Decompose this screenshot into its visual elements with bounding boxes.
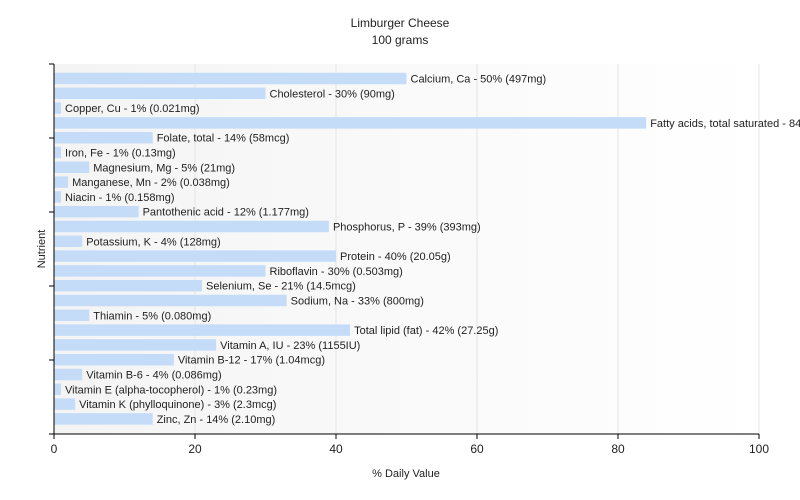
bar: [54, 250, 336, 262]
bar-label: Potassium, K - 4% (128mg): [86, 236, 221, 248]
bar-label: Iron, Fe - 1% (0.13mg): [65, 148, 176, 160]
bar-labels: Calcium, Ca - 50% (497mg) Cholesterol - 3…: [65, 74, 800, 426]
bar: [54, 161, 90, 174]
bar-label: Vitamin K (phylloquinone) - 3% (2.3mcg): [79, 399, 276, 411]
bar: [54, 87, 266, 100]
bar: [54, 235, 83, 248]
bar-label: Zinc, Zn - 14% (2.10mg): [157, 414, 276, 426]
chart-subtitle: 100 grams: [372, 33, 429, 47]
bar-label: Sodium, Na - 33% (800mg): [291, 296, 424, 308]
bar-label: Cholesterol - 30% (90mg): [270, 88, 395, 100]
x-tick-label: 0: [51, 442, 58, 456]
bar: [54, 353, 174, 366]
bar: [54, 339, 217, 351]
bar: [54, 146, 62, 159]
bar-label: Vitamin B-6 - 4% (0.086mg): [86, 370, 222, 382]
y-axis-label: Nutrient: [36, 230, 48, 269]
bar-label: Calcium, Ca - 50% (497mg): [411, 74, 547, 86]
bar-label: Vitamin E (alpha-tocopherol) - 1% (0.23m…: [65, 384, 277, 396]
x-ticks: 0 20 40 60 80 100: [51, 442, 770, 456]
bar: [54, 191, 62, 203]
x-tick-label: 20: [188, 442, 202, 456]
bar-label: Niacin - 1% (0.158mg): [65, 192, 174, 204]
bar-label: Total lipid (fat) - 42% (27.25g): [354, 325, 498, 337]
bar: [54, 413, 153, 425]
bar-label: Phosphorus, P - 39% (393mg): [333, 222, 481, 234]
bar: [54, 324, 351, 336]
bar-label: Protein - 40% (20.05g): [340, 251, 451, 263]
bar-label: Pantothenic acid - 12% (1.177mg): [143, 207, 309, 219]
bar-label: Manganese, Mn - 2% (0.038mg): [72, 177, 230, 189]
bar: [54, 102, 62, 114]
bar-label: Thiamin - 5% (0.080mg): [93, 310, 211, 322]
bar-label: Fatty acids, total saturated - 84% (16.7…: [650, 118, 800, 130]
chart-title: Limburger Cheese: [351, 16, 450, 30]
x-tick-label: 60: [470, 442, 484, 456]
bar: [54, 383, 62, 396]
x-tick-label: 80: [611, 442, 625, 456]
bar-label: Riboflavin - 30% (0.503mg): [270, 266, 403, 278]
bar: [54, 368, 83, 381]
bar-label: Magnesium, Mg - 5% (21mg): [93, 162, 235, 174]
bar: [54, 176, 69, 188]
bar: [54, 279, 203, 292]
bars: [54, 72, 647, 425]
x-tick-label: 40: [329, 442, 343, 456]
axes: [49, 63, 760, 439]
bar: [54, 265, 266, 277]
bar-label: Copper, Cu - 1% (0.021mg): [65, 103, 200, 115]
bar: [54, 294, 287, 307]
bar: [54, 220, 329, 233]
bar: [54, 398, 76, 410]
bar: [54, 117, 647, 129]
bar-label: Vitamin B-12 - 17% (1.04mcg): [178, 355, 325, 367]
bar: [54, 72, 407, 85]
bar-label: Folate, total - 14% (58mcg): [157, 133, 290, 145]
bar-label: Selenium, Se - 21% (14.5mcg): [206, 281, 356, 293]
bar: [54, 309, 90, 322]
x-tick-label: 100: [749, 442, 769, 456]
bar: [54, 205, 139, 218]
bar-label: Vitamin A, IU - 23% (1155IU): [220, 340, 360, 352]
x-axis-label: % Daily Value: [372, 468, 440, 480]
bar: [54, 131, 153, 144]
